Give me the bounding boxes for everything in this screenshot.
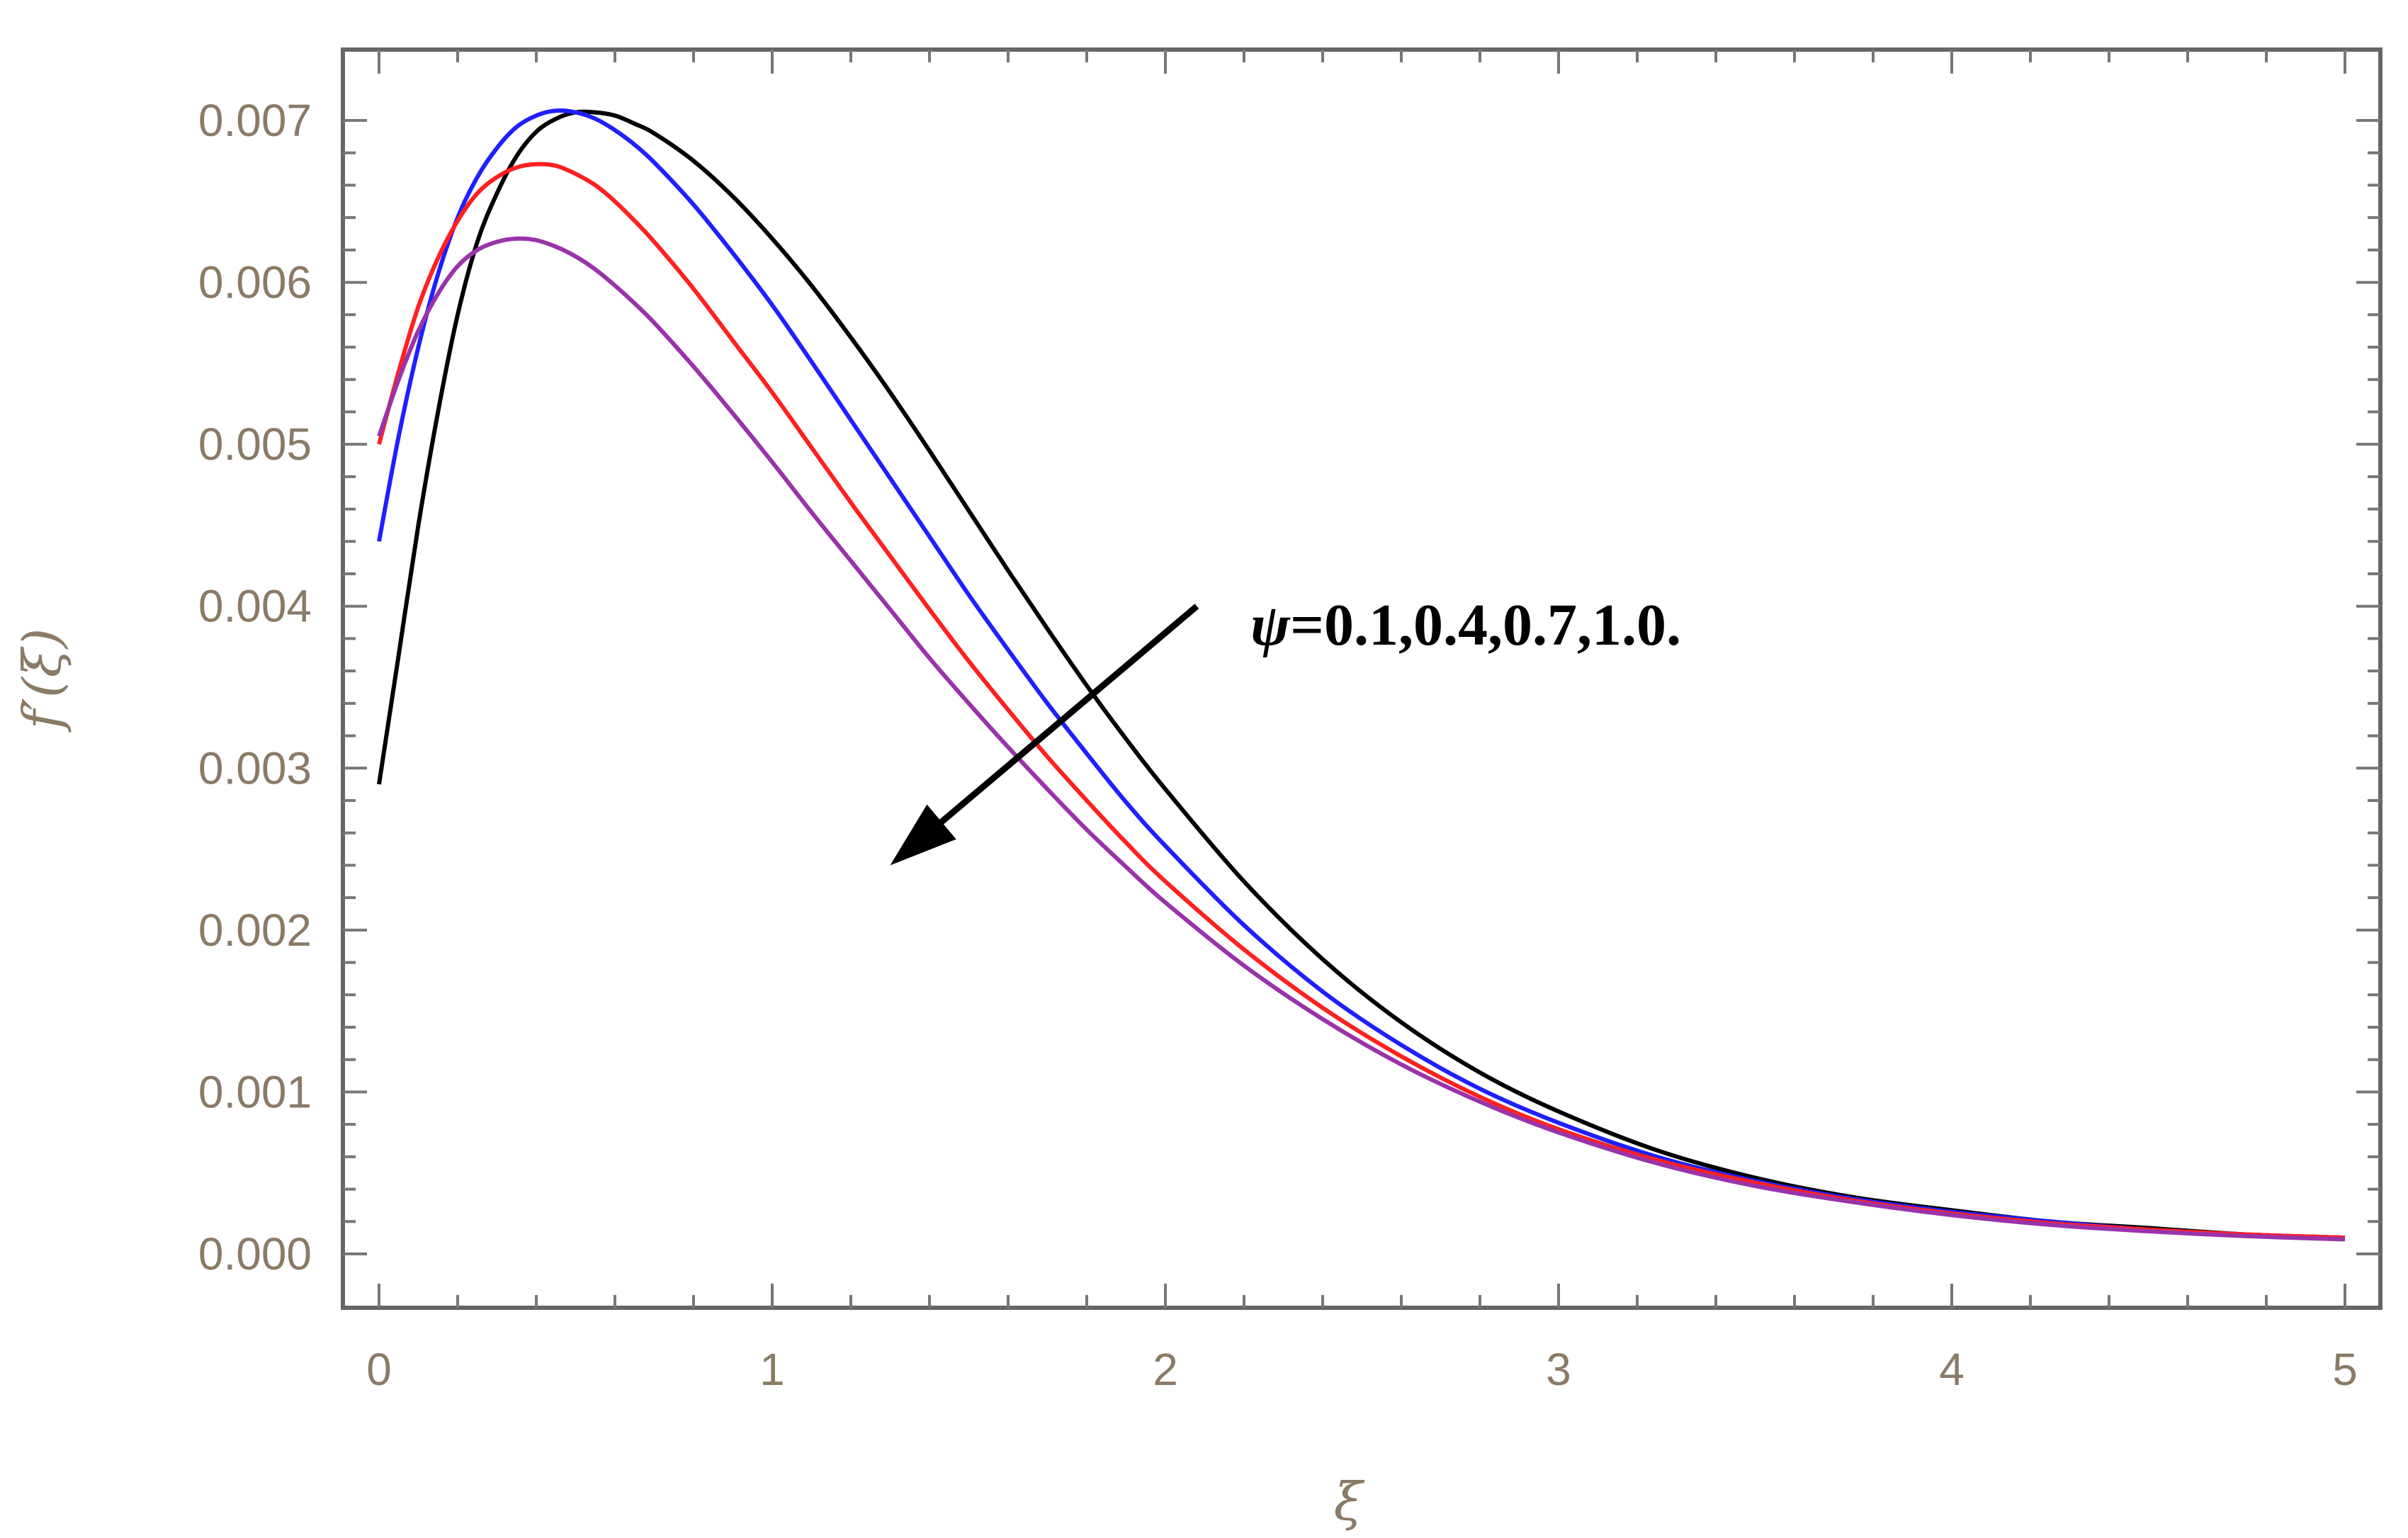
plot-frame bbox=[341, 47, 2382, 1310]
parameter-annotation: ψ=0.1,0.4,0.7,1.0. bbox=[890, 592, 1681, 866]
annotation-label: ψ=0.1,0.4,0.7,1.0. bbox=[1250, 592, 1681, 658]
x-tick-label: 3 bbox=[1546, 1344, 1571, 1395]
annotation-values: =0.1,0.4,0.7,1.0. bbox=[1290, 592, 1681, 658]
annotation-arrow-head bbox=[890, 804, 956, 866]
y-tick-label: 0.007 bbox=[198, 95, 312, 146]
annotation-arrow-line bbox=[928, 604, 1199, 834]
annotation-symbol: ψ bbox=[1250, 592, 1291, 658]
x-axis-title: ξ bbox=[1334, 1471, 1365, 1532]
y-tick-label: 0.006 bbox=[198, 257, 312, 308]
y-tick-labels: 0.000 0.001 0.002 0.003 0.004 0.005 0.006 0.007 bbox=[198, 95, 312, 1279]
y-tick-label: 0.004 bbox=[198, 581, 312, 632]
y-tick-label: 0.003 bbox=[198, 742, 312, 793]
series-line-1 bbox=[377, 109, 2346, 1240]
y-axis-title: f′(ξ) bbox=[12, 628, 73, 733]
y-tick-label: 0.005 bbox=[198, 419, 312, 470]
y-tick-label: 0.001 bbox=[198, 1066, 312, 1117]
y-tick-label: 0.002 bbox=[198, 905, 312, 956]
x-tick-label: 5 bbox=[2332, 1344, 2358, 1395]
series-line-4 bbox=[377, 236, 2346, 1242]
x-tick-label: 1 bbox=[759, 1344, 785, 1395]
x-tick-label: 0 bbox=[366, 1344, 392, 1395]
tick-marks bbox=[343, 50, 2380, 1308]
x-tick-label: 4 bbox=[1939, 1344, 1965, 1395]
y-tick-label: 0.000 bbox=[198, 1228, 312, 1279]
series-line-3 bbox=[377, 162, 2346, 1240]
series-lines bbox=[377, 108, 2346, 1242]
x-tick-label: 2 bbox=[1153, 1344, 1178, 1395]
x-tick-labels: 0 1 2 3 4 5 bbox=[366, 1344, 2358, 1395]
